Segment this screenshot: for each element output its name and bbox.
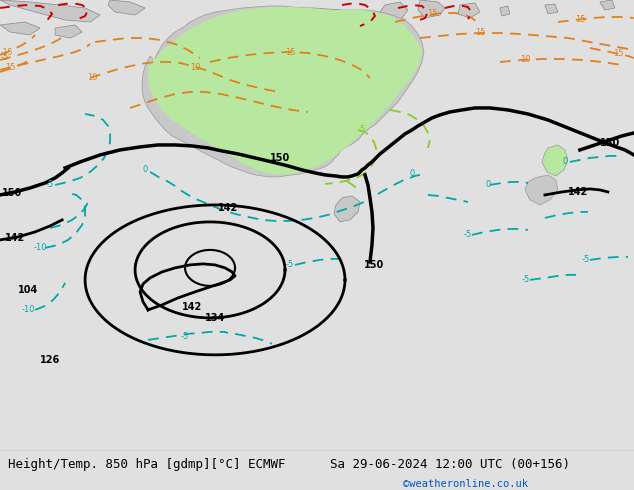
Text: -5: -5 (522, 275, 530, 284)
Text: 15: 15 (5, 64, 16, 73)
Text: -5: -5 (0, 53, 8, 63)
Polygon shape (0, 0, 100, 22)
Text: 142: 142 (182, 302, 202, 312)
Text: 0: 0 (410, 170, 415, 178)
Text: 0: 0 (485, 180, 491, 190)
Text: 10: 10 (87, 74, 98, 82)
Text: 150: 150 (600, 138, 620, 148)
Text: -5: -5 (286, 260, 294, 270)
Polygon shape (334, 196, 360, 222)
Text: ©weatheronline.co.uk: ©weatheronline.co.uk (403, 479, 527, 489)
Polygon shape (0, 22, 40, 35)
Text: 15: 15 (285, 49, 295, 57)
Text: Height/Temp. 850 hPa [gdmp][°C] ECMWF: Height/Temp. 850 hPa [gdmp][°C] ECMWF (8, 458, 285, 471)
Polygon shape (458, 3, 480, 18)
Text: 142: 142 (218, 203, 238, 213)
Polygon shape (600, 0, 615, 10)
Text: 142: 142 (5, 233, 25, 243)
Text: 134: 134 (205, 313, 225, 323)
Text: -10: -10 (34, 244, 47, 252)
Text: -5: -5 (464, 230, 472, 240)
Text: -5: -5 (46, 180, 55, 190)
Polygon shape (525, 175, 558, 205)
Polygon shape (500, 6, 510, 16)
Text: 0: 0 (562, 157, 567, 167)
Text: -15: -15 (0, 49, 13, 57)
Polygon shape (380, 2, 408, 20)
Polygon shape (148, 7, 422, 175)
Text: 150: 150 (364, 260, 384, 270)
Polygon shape (545, 4, 558, 14)
Polygon shape (55, 25, 82, 38)
Text: 104: 104 (18, 285, 38, 295)
Polygon shape (195, 8, 378, 35)
Polygon shape (108, 0, 145, 15)
Polygon shape (418, 0, 445, 18)
Text: 150: 150 (270, 153, 290, 163)
Text: 15: 15 (427, 9, 437, 19)
Text: 126: 126 (40, 355, 60, 365)
Text: 10: 10 (190, 64, 200, 73)
Text: 0: 0 (143, 166, 148, 174)
Text: 10: 10 (520, 55, 530, 65)
Text: -10: -10 (22, 305, 35, 315)
Text: 15: 15 (612, 49, 623, 58)
Text: 15: 15 (475, 28, 485, 38)
Polygon shape (142, 6, 424, 177)
Text: 142: 142 (568, 187, 588, 197)
Text: 5: 5 (359, 125, 365, 134)
Text: -5: -5 (582, 255, 590, 265)
Text: 150: 150 (2, 188, 22, 198)
Text: Sa 29-06-2024 12:00 UTC (00+156): Sa 29-06-2024 12:00 UTC (00+156) (330, 458, 570, 471)
Polygon shape (542, 145, 568, 176)
Text: -5: -5 (181, 332, 189, 342)
Text: 15: 15 (574, 16, 585, 24)
